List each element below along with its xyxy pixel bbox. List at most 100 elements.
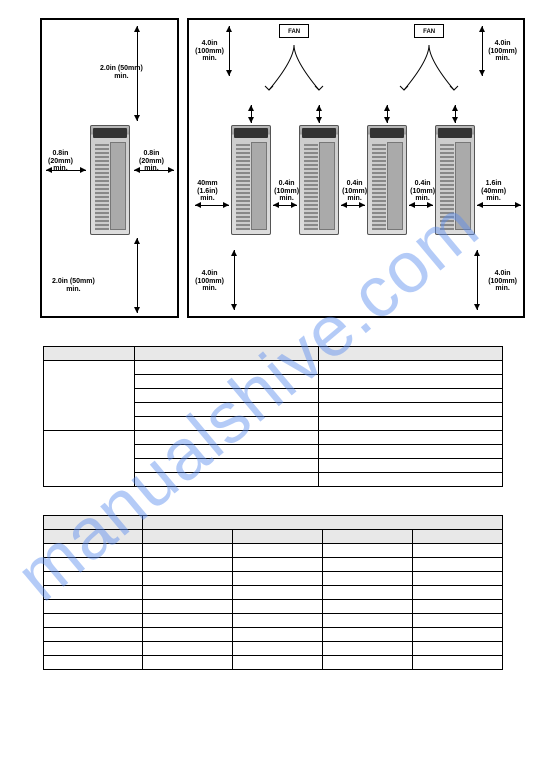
t1-r9c2: [135, 473, 319, 487]
t2-r4c3: [233, 586, 323, 600]
t2-r3c5: [412, 572, 502, 586]
t2-r7c4: [322, 628, 412, 642]
gap1-label: 0.4in(10mm)min.: [274, 180, 299, 203]
t2-r3c3: [233, 572, 323, 586]
t2-sh2: [143, 530, 233, 544]
t2-r6c4: [322, 614, 412, 628]
t1-r7c3: [318, 445, 502, 459]
t2-r3c1: [43, 572, 143, 586]
t1-r8c3: [318, 459, 502, 473]
t2-r5c5: [412, 600, 502, 614]
t2-sh4: [322, 530, 412, 544]
t2-r8c4: [322, 642, 412, 656]
t2-r5c1: [43, 600, 143, 614]
t2-r6c2: [143, 614, 233, 628]
t2-r6c1: [43, 614, 143, 628]
t2-r4c2: [143, 586, 233, 600]
t2-r5c2: [143, 600, 233, 614]
gap-left-arrow: [195, 205, 229, 206]
t2-r2c2: [143, 558, 233, 572]
servo-drive-2: [299, 125, 339, 235]
t1-r6c3: [318, 431, 502, 445]
t2-sh1: [43, 530, 143, 544]
t1-r5c3: [318, 417, 502, 431]
t1-r7c2: [135, 445, 319, 459]
top-clearance-label: 2.0in (50mm)min.: [100, 65, 143, 80]
bottom-clearance-arrow: [137, 238, 138, 313]
diagram-row: 2.0in (50mm)min. 0.8in(20mm)min. 0.8in(2…: [0, 0, 545, 318]
t1-r1c3: [318, 361, 502, 375]
t1-r6c2: [135, 431, 319, 445]
t1-group-1: [43, 361, 135, 431]
t1-r3c3: [318, 389, 502, 403]
t2-r2c5: [412, 558, 502, 572]
bottom-right-arrow: [477, 250, 478, 310]
t1-header-2: [135, 347, 319, 361]
t2-r8c3: [233, 642, 323, 656]
t2-h1: [43, 516, 143, 530]
bottom-right-clearance: 4.0in(100mm)min.: [488, 270, 517, 293]
t2-r7c5: [412, 628, 502, 642]
servo2-air-arrow: [319, 105, 320, 123]
t2-r8c1: [43, 642, 143, 656]
t1-group-2: [43, 431, 135, 487]
single-drive-diagram: 2.0in (50mm)min. 0.8in(20mm)min. 0.8in(2…: [40, 18, 179, 318]
t2-r9c5: [412, 656, 502, 670]
t1-r2c2: [135, 375, 319, 389]
right-clearance-label: 0.8in(20mm)min.: [139, 150, 164, 173]
gap-right-label: 1.6in(40mm)min.: [481, 180, 506, 203]
t1-header-3: [318, 347, 502, 361]
gap-left-label: 40mm(1.6in)min.: [197, 180, 218, 203]
t2-r3c4: [322, 572, 412, 586]
t2-r1c5: [412, 544, 502, 558]
gap2-label: 0.4in(10mm)min.: [342, 180, 367, 203]
t2-r2c4: [322, 558, 412, 572]
left-clearance-label: 0.8in(20mm)min.: [48, 150, 73, 173]
airflow-right: [394, 40, 464, 100]
t1-header-1: [43, 347, 135, 361]
t2-r6c5: [412, 614, 502, 628]
servo3-air-arrow: [387, 105, 388, 123]
t1-r2c3: [318, 375, 502, 389]
multi-drive-diagram: FAN FAN 4.0in(100mm)min. 4.0in(100mm)min…: [187, 18, 525, 318]
t1-r9c3: [318, 473, 502, 487]
airflow-left: [259, 40, 329, 100]
t2-r6c3: [233, 614, 323, 628]
specification-table-1: [43, 346, 503, 487]
gap3-arrow: [409, 205, 433, 206]
t2-h2: [143, 516, 502, 530]
t2-r5c3: [233, 600, 323, 614]
fan-right: FAN: [414, 24, 444, 38]
top-right-arrow: [482, 26, 483, 76]
t2-sh5: [412, 530, 502, 544]
t2-r4c1: [43, 586, 143, 600]
servo-drive-1: [231, 125, 271, 235]
servo4-air-arrow: [455, 105, 456, 123]
t2-r4c5: [412, 586, 502, 600]
bottom-left-arrow: [234, 250, 235, 310]
t1-r8c2: [135, 459, 319, 473]
t2-r9c2: [143, 656, 233, 670]
servo-drive-3: [367, 125, 407, 235]
t2-r7c2: [143, 628, 233, 642]
t2-r1c1: [43, 544, 143, 558]
t2-r2c3: [233, 558, 323, 572]
t2-r7c3: [233, 628, 323, 642]
t1-r4c2: [135, 403, 319, 417]
bottom-left-clearance: 4.0in(100mm)min.: [195, 270, 224, 293]
t2-r2c1: [43, 558, 143, 572]
specification-table-2: [43, 515, 503, 670]
t2-r1c3: [233, 544, 323, 558]
t1-r3c2: [135, 389, 319, 403]
top-left-arrow: [229, 26, 230, 76]
gap3-label: 0.4in(10mm)min.: [410, 180, 435, 203]
bottom-clearance-label: 2.0in (50mm)min.: [52, 278, 95, 293]
gap-right-arrow: [477, 205, 521, 206]
t2-r9c4: [322, 656, 412, 670]
servo-drive-4: [435, 125, 475, 235]
t2-r1c2: [143, 544, 233, 558]
t2-r3c2: [143, 572, 233, 586]
gap1-arrow: [273, 205, 297, 206]
t2-r1c4: [322, 544, 412, 558]
top-right-clearance: 4.0in(100mm)min.: [488, 40, 517, 63]
